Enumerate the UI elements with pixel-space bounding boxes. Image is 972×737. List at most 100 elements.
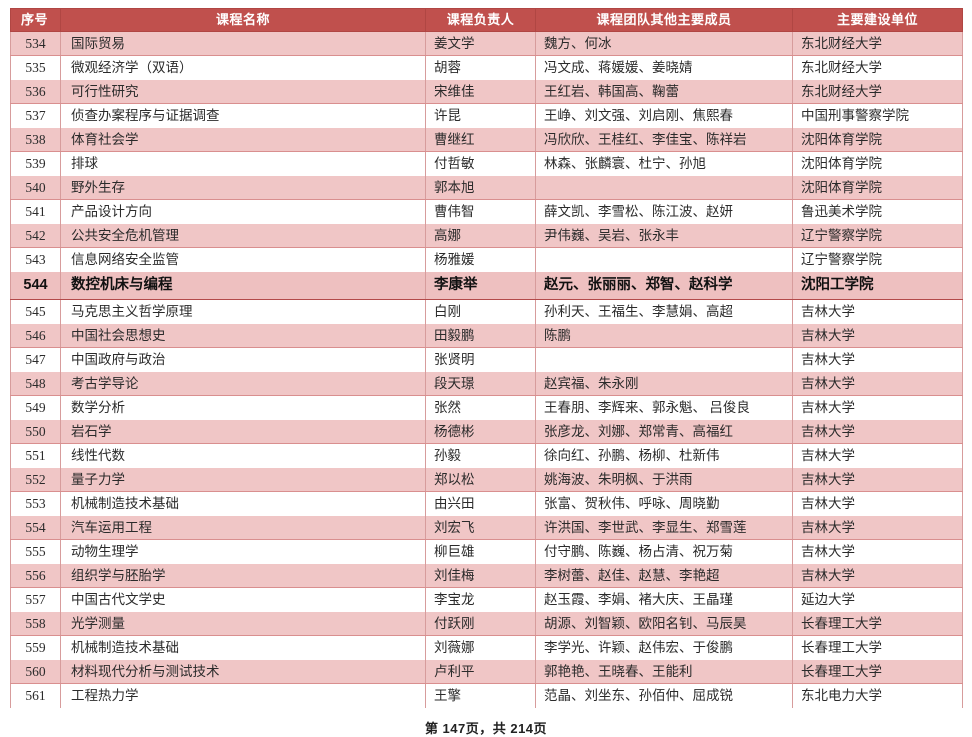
cell-building-unit: 吉林大学 <box>792 419 963 444</box>
cell-course-leader: 张贤明 <box>425 347 536 372</box>
column-header-team-members: 课程团队其他主要成员 <box>535 8 793 32</box>
table-header: 序号 课程名称 课程负责人 课程团队其他主要成员 主要建设单位 <box>10 8 963 32</box>
cell-team-members: 郭艳艳、王晓春、王能利 <box>535 659 793 684</box>
cell-building-unit: 鲁迅美术学院 <box>792 199 963 224</box>
column-header-course-leader: 课程负责人 <box>425 8 536 32</box>
cell-team-members <box>535 347 793 372</box>
cell-team-members: 冯欣欣、王桂红、李佳宝、陈祥岩 <box>535 127 793 152</box>
cell-team-members: 许洪国、李世武、李显生、郑雪莲 <box>535 515 793 540</box>
cell-team-members: 赵玉霞、李娟、褚大庆、王晶瑾 <box>535 587 793 612</box>
page-container: 序号 课程名称 课程负责人 课程团队其他主要成员 主要建设单位 534 国际贸易姜… <box>10 8 963 736</box>
cell-course-leader: 付跃刚 <box>425 611 536 636</box>
cell-team-members: 李树蕾、赵佳、赵慧、李艳超 <box>535 563 793 588</box>
table-row: 547 中国政府与政治 张贤明 吉林大学 <box>10 347 963 372</box>
cell-team-members: 王春朋、李辉来、郭永魁、 吕俊良 <box>535 395 793 420</box>
cell-course-name: 数学分析 <box>60 395 426 420</box>
cell-course-leader: 刘佳梅 <box>425 563 536 588</box>
cell-building-unit: 吉林大学 <box>792 323 963 348</box>
cell-course-name: 微观经济学（双语） <box>60 55 426 80</box>
cell-seq: 559 <box>10 635 61 660</box>
cell-course-name: 量子力学 <box>60 467 426 492</box>
cell-course-name: 组织学与胚胎学 <box>60 563 426 588</box>
cell-course-name: 中国古代文学史 <box>60 587 426 612</box>
cell-team-members <box>535 175 793 200</box>
cell-seq: 557 <box>10 587 61 612</box>
cell-team-members: 王红岩、韩国高、鞠蕾 <box>535 79 793 104</box>
cell-course-leader: 杨雅媛 <box>425 247 536 272</box>
cell-course-leader: 曹继红 <box>425 127 536 152</box>
cell-building-unit: 东北电力大学 <box>792 683 963 708</box>
cell-course-name: 光学测量 <box>60 611 426 636</box>
cell-team-members: 孙利天、王福生、李慧娟、高超 <box>535 299 793 324</box>
table-row: 559 机械制造技术基础 刘薇娜 李学光、许颖、赵伟宏、于俊鹏 长春理工大学 <box>10 635 963 660</box>
table-row: 550 岩石学 杨德彬 张彦龙、刘娜、郑常青、高福红 吉林大学 <box>10 419 963 444</box>
table-row: 537 侦查办案程序与证据调查 许昆 王峥、刘文强、刘启刚、焦熙春 中国刑事警察学院 <box>10 103 963 128</box>
table-row: 548 考古学导论 段天璟 赵宾福、朱永刚 吉林大学 <box>10 371 963 396</box>
cell-seq: 539 <box>10 151 61 176</box>
table-row: 552 量子力学 郑以松 姚海波、朱明枫、于洪雨 吉林大学 <box>10 467 963 492</box>
cell-seq: 548 <box>10 371 61 396</box>
cell-team-members: 尹伟巍、吴岩、张永丰 <box>535 223 793 248</box>
cell-building-unit: 辽宁警察学院 <box>792 247 963 272</box>
cell-course-name: 数控机床与编程 <box>60 271 426 300</box>
cell-course-name: 公共安全危机管理 <box>60 223 426 248</box>
cell-building-unit: 沈阳体育学院 <box>792 151 963 176</box>
cell-course-leader: 由兴田 <box>425 491 536 516</box>
cell-team-members: 赵元、张丽丽、郑智、赵科学 <box>535 271 793 300</box>
table-header-row: 序号 课程名称 课程负责人 课程团队其他主要成员 主要建设单位 <box>10 8 963 32</box>
cell-building-unit: 吉林大学 <box>792 347 963 372</box>
cell-building-unit: 东北财经大学 <box>792 31 963 56</box>
cell-course-leader: 刘薇娜 <box>425 635 536 660</box>
cell-course-leader: 杨德彬 <box>425 419 536 444</box>
cell-course-name: 信息网络安全监管 <box>60 247 426 272</box>
cell-course-leader: 刘宏飞 <box>425 515 536 540</box>
cell-seq: 547 <box>10 347 61 372</box>
cell-seq: 544 <box>10 271 61 300</box>
cell-team-members: 冯文成、蒋媛媛、姜晓婧 <box>535 55 793 80</box>
cell-team-members: 胡源、刘智颖、欧阳名钊、马辰昊 <box>535 611 793 636</box>
table-row: 544 数控机床与编程 李康举 赵元、张丽丽、郑智、赵科学 沈阳工学院 <box>10 271 963 300</box>
cell-course-name: 国际贸易 <box>60 31 426 56</box>
cell-building-unit: 吉林大学 <box>792 395 963 420</box>
cell-course-name: 动物生理学 <box>60 539 426 564</box>
table-row: 560 材料现代分析与测试技术 卢利平 郭艳艳、王晓春、王能利 长春理工大学 <box>10 659 963 684</box>
cell-course-name: 机械制造技术基础 <box>60 635 426 660</box>
column-header-course-name: 课程名称 <box>60 8 426 32</box>
table-row: 535 微观经济学（双语） 胡蓉 冯文成、蒋媛媛、姜晓婧 东北财经大学 <box>10 55 963 80</box>
cell-course-leader: 孙毅 <box>425 443 536 468</box>
cell-seq: 543 <box>10 247 61 272</box>
cell-building-unit: 吉林大学 <box>792 491 963 516</box>
cell-seq: 550 <box>10 419 61 444</box>
cell-course-name: 中国政府与政治 <box>60 347 426 372</box>
cell-seq: 555 <box>10 539 61 564</box>
cell-seq: 560 <box>10 659 61 684</box>
cell-seq: 540 <box>10 175 61 200</box>
cell-building-unit: 吉林大学 <box>792 539 963 564</box>
cell-building-unit: 沈阳工学院 <box>792 271 963 300</box>
table-row: 540 野外生存 郭本旭 沈阳体育学院 <box>10 175 963 200</box>
cell-building-unit: 吉林大学 <box>792 371 963 396</box>
cell-course-leader: 胡蓉 <box>425 55 536 80</box>
cell-seq: 542 <box>10 223 61 248</box>
cell-course-name: 排球 <box>60 151 426 176</box>
cell-seq: 538 <box>10 127 61 152</box>
cell-team-members: 徐向红、孙鹏、杨柳、杜新伟 <box>535 443 793 468</box>
cell-course-leader: 宋维佳 <box>425 79 536 104</box>
cell-course-name: 马克思主义哲学原理 <box>60 299 426 324</box>
cell-course-leader: 郑以松 <box>425 467 536 492</box>
cell-course-leader: 高娜 <box>425 223 536 248</box>
cell-team-members: 王峥、刘文强、刘启刚、焦熙春 <box>535 103 793 128</box>
cell-course-leader: 段天璟 <box>425 371 536 396</box>
cell-course-name: 中国社会思想史 <box>60 323 426 348</box>
cell-course-leader: 许昆 <box>425 103 536 128</box>
table-row: 536 可行性研究 宋维佳 王红岩、韩国高、鞠蕾 东北财经大学 <box>10 79 963 104</box>
cell-course-name: 产品设计方向 <box>60 199 426 224</box>
cell-course-name: 岩石学 <box>60 419 426 444</box>
table-row: 545 马克思主义哲学原理 白刚 孙利天、王福生、李慧娟、高超 吉林大学 <box>10 299 963 324</box>
table-row: 543 信息网络安全监管 杨雅媛 辽宁警察学院 <box>10 247 963 272</box>
table-row: 539 排球 付哲敏 林森、张麟寰、杜宁、孙旭 沈阳体育学院 <box>10 151 963 176</box>
cell-building-unit: 长春理工大学 <box>792 635 963 660</box>
cell-course-name: 线性代数 <box>60 443 426 468</box>
cell-team-members: 李学光、许颖、赵伟宏、于俊鹏 <box>535 635 793 660</box>
table-row: 538 体育社会学 曹继红 冯欣欣、王桂红、李佳宝、陈祥岩 沈阳体育学院 <box>10 127 963 152</box>
